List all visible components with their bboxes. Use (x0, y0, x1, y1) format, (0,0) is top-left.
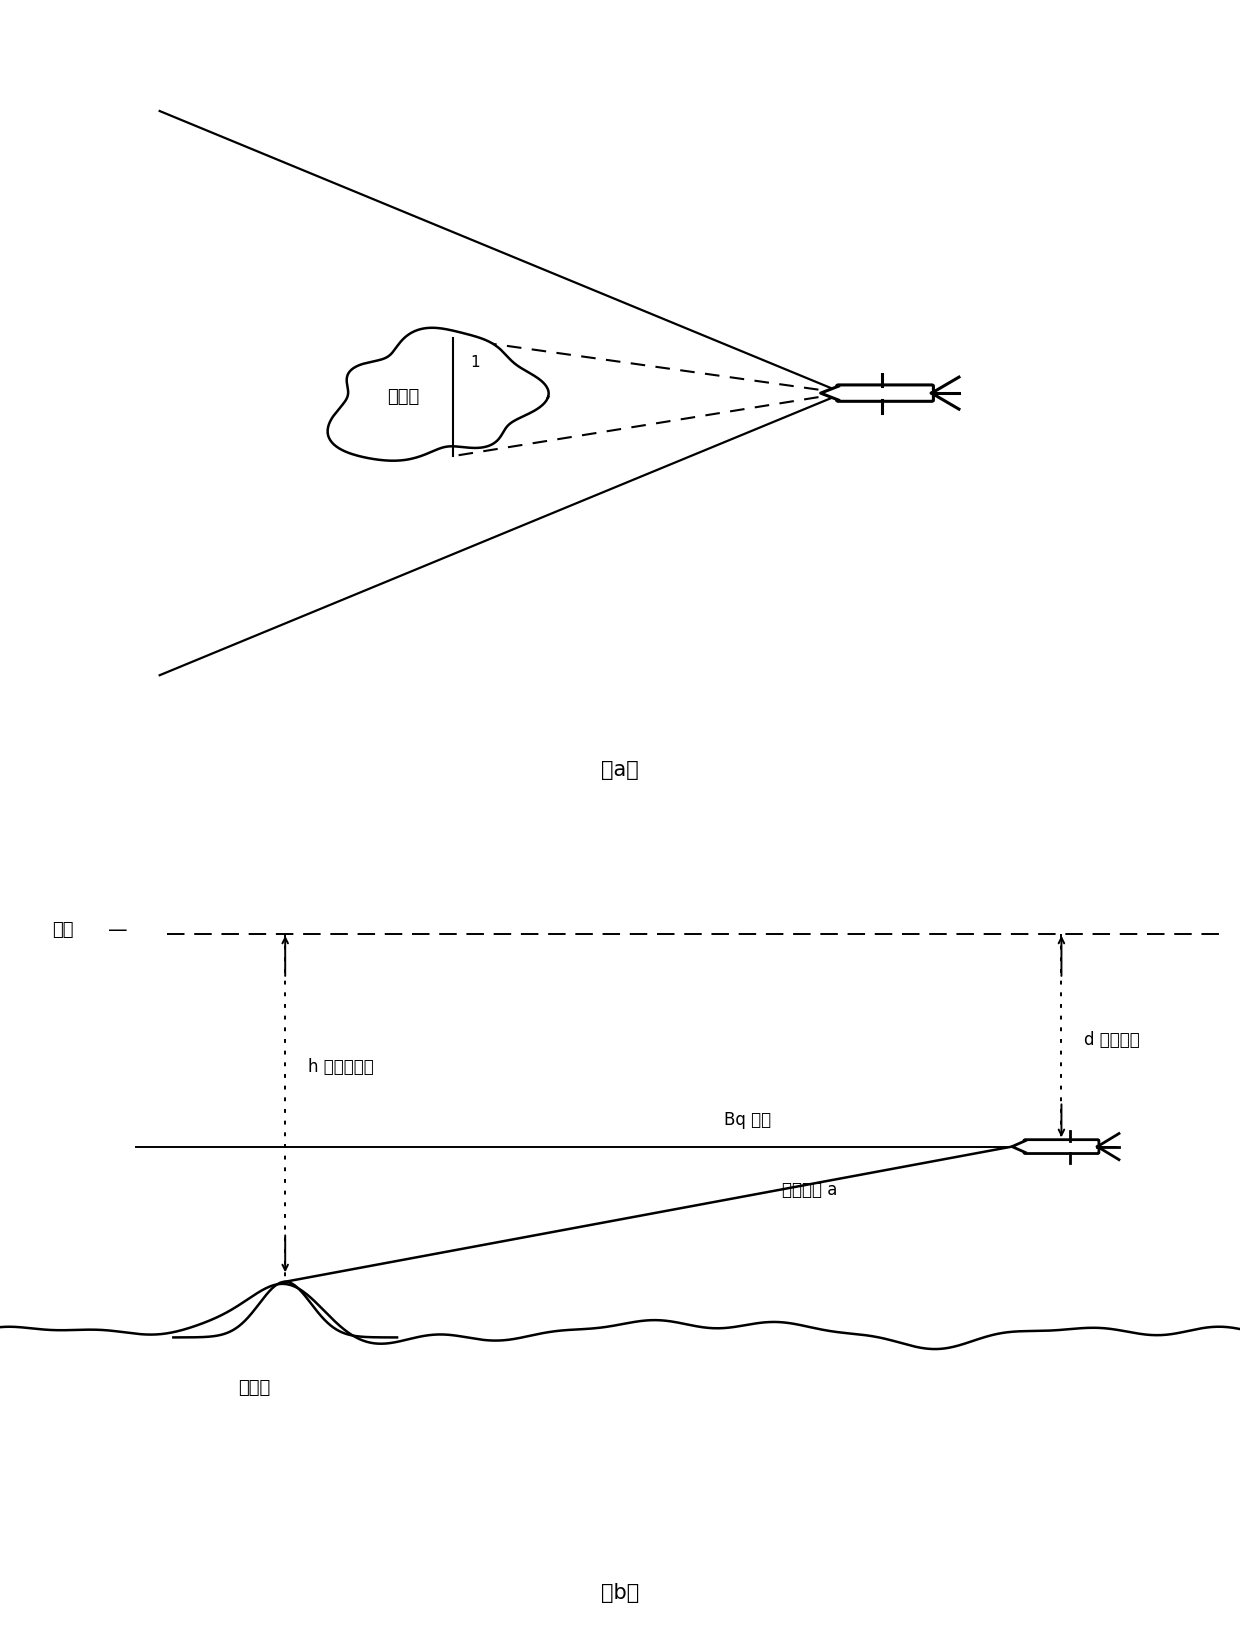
Polygon shape (821, 387, 838, 400)
Polygon shape (1012, 1140, 1025, 1153)
Text: d 航行深度: d 航行深度 (1084, 1032, 1140, 1048)
Text: —: — (108, 921, 128, 940)
Text: （b）: （b） (601, 1582, 639, 1604)
Text: h 障碍物深度: h 障碍物深度 (308, 1058, 373, 1076)
Text: 垂直开角 a: 垂直开角 a (782, 1181, 837, 1199)
Text: 障碍物: 障碍物 (387, 388, 419, 406)
Text: 障碍物: 障碍物 (238, 1379, 270, 1397)
Text: Bq 量程: Bq 量程 (724, 1111, 771, 1129)
FancyBboxPatch shape (837, 385, 934, 401)
Text: （a）: （a） (601, 760, 639, 780)
Text: 1: 1 (470, 355, 480, 370)
Polygon shape (174, 1283, 397, 1337)
FancyBboxPatch shape (1024, 1140, 1099, 1153)
Text: 水面: 水面 (52, 922, 73, 939)
Polygon shape (327, 328, 548, 460)
